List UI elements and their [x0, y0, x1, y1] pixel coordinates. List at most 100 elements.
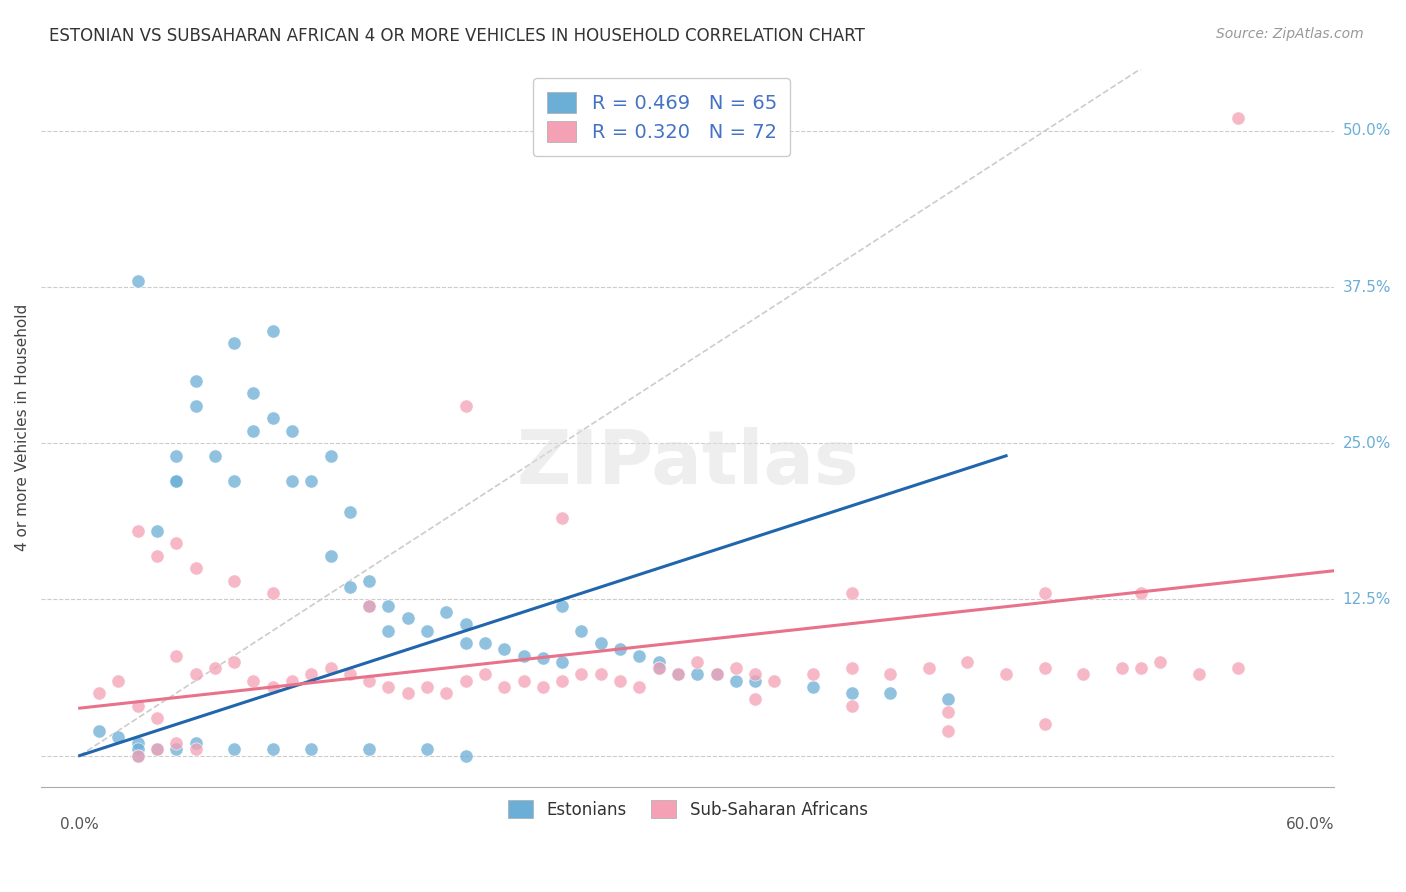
- Text: 50.0%: 50.0%: [1343, 123, 1391, 138]
- Point: [512, 673, 534, 688]
- Point: [551, 599, 574, 613]
- Point: [454, 748, 477, 763]
- Point: [454, 636, 477, 650]
- Point: [127, 274, 149, 288]
- Point: [165, 736, 187, 750]
- Point: [299, 742, 322, 756]
- Point: [841, 586, 863, 600]
- Point: [299, 474, 322, 488]
- Point: [628, 680, 651, 694]
- Text: 60.0%: 60.0%: [1285, 817, 1334, 832]
- Y-axis label: 4 or more Vehicles in Household: 4 or more Vehicles in Household: [15, 304, 30, 551]
- Point: [224, 742, 246, 756]
- Point: [224, 336, 246, 351]
- Point: [339, 580, 361, 594]
- Point: [801, 680, 824, 694]
- Point: [744, 667, 766, 681]
- Point: [841, 698, 863, 713]
- Point: [359, 673, 381, 688]
- Point: [127, 524, 149, 538]
- Point: [146, 711, 169, 725]
- Point: [146, 742, 169, 756]
- Point: [224, 574, 246, 588]
- Point: [165, 648, 187, 663]
- Point: [127, 698, 149, 713]
- Point: [454, 673, 477, 688]
- Point: [319, 449, 342, 463]
- Point: [127, 742, 149, 756]
- Point: [494, 642, 516, 657]
- Point: [1188, 667, 1211, 681]
- Point: [377, 624, 399, 638]
- Text: Source: ZipAtlas.com: Source: ZipAtlas.com: [1216, 27, 1364, 41]
- Point: [184, 742, 207, 756]
- Point: [359, 742, 381, 756]
- Point: [281, 424, 304, 438]
- Point: [434, 686, 457, 700]
- Point: [319, 549, 342, 563]
- Point: [628, 648, 651, 663]
- Point: [339, 667, 361, 681]
- Point: [396, 611, 419, 625]
- Point: [165, 536, 187, 550]
- Point: [589, 667, 612, 681]
- Point: [184, 399, 207, 413]
- Point: [571, 624, 593, 638]
- Point: [359, 599, 381, 613]
- Point: [494, 680, 516, 694]
- Point: [879, 686, 901, 700]
- Point: [551, 655, 574, 669]
- Point: [319, 661, 342, 675]
- Point: [918, 661, 941, 675]
- Point: [1149, 655, 1171, 669]
- Point: [609, 642, 631, 657]
- Point: [146, 524, 169, 538]
- Point: [262, 680, 284, 694]
- Text: 12.5%: 12.5%: [1343, 592, 1391, 607]
- Point: [454, 399, 477, 413]
- Point: [184, 561, 207, 575]
- Point: [262, 324, 284, 338]
- Point: [224, 474, 246, 488]
- Text: 0.0%: 0.0%: [60, 817, 98, 832]
- Point: [165, 449, 187, 463]
- Point: [204, 449, 226, 463]
- Point: [359, 599, 381, 613]
- Point: [936, 692, 959, 706]
- Point: [416, 742, 439, 756]
- Point: [801, 667, 824, 681]
- Point: [841, 661, 863, 675]
- Point: [956, 655, 979, 669]
- Point: [551, 673, 574, 688]
- Point: [724, 661, 747, 675]
- Point: [242, 673, 264, 688]
- Point: [224, 655, 246, 669]
- Point: [359, 574, 381, 588]
- Point: [686, 667, 709, 681]
- Point: [1033, 586, 1056, 600]
- Point: [281, 673, 304, 688]
- Point: [763, 673, 786, 688]
- Point: [609, 673, 631, 688]
- Point: [204, 661, 226, 675]
- Point: [165, 474, 187, 488]
- Point: [474, 636, 496, 650]
- Point: [571, 667, 593, 681]
- Point: [647, 661, 669, 675]
- Point: [454, 617, 477, 632]
- Point: [127, 748, 149, 763]
- Point: [127, 736, 149, 750]
- Point: [242, 386, 264, 401]
- Point: [165, 742, 187, 756]
- Point: [744, 673, 766, 688]
- Point: [724, 673, 747, 688]
- Point: [87, 723, 110, 738]
- Point: [107, 730, 129, 744]
- Point: [242, 424, 264, 438]
- Point: [1226, 112, 1249, 126]
- Point: [512, 648, 534, 663]
- Point: [299, 667, 322, 681]
- Point: [647, 655, 669, 669]
- Point: [184, 374, 207, 388]
- Point: [184, 736, 207, 750]
